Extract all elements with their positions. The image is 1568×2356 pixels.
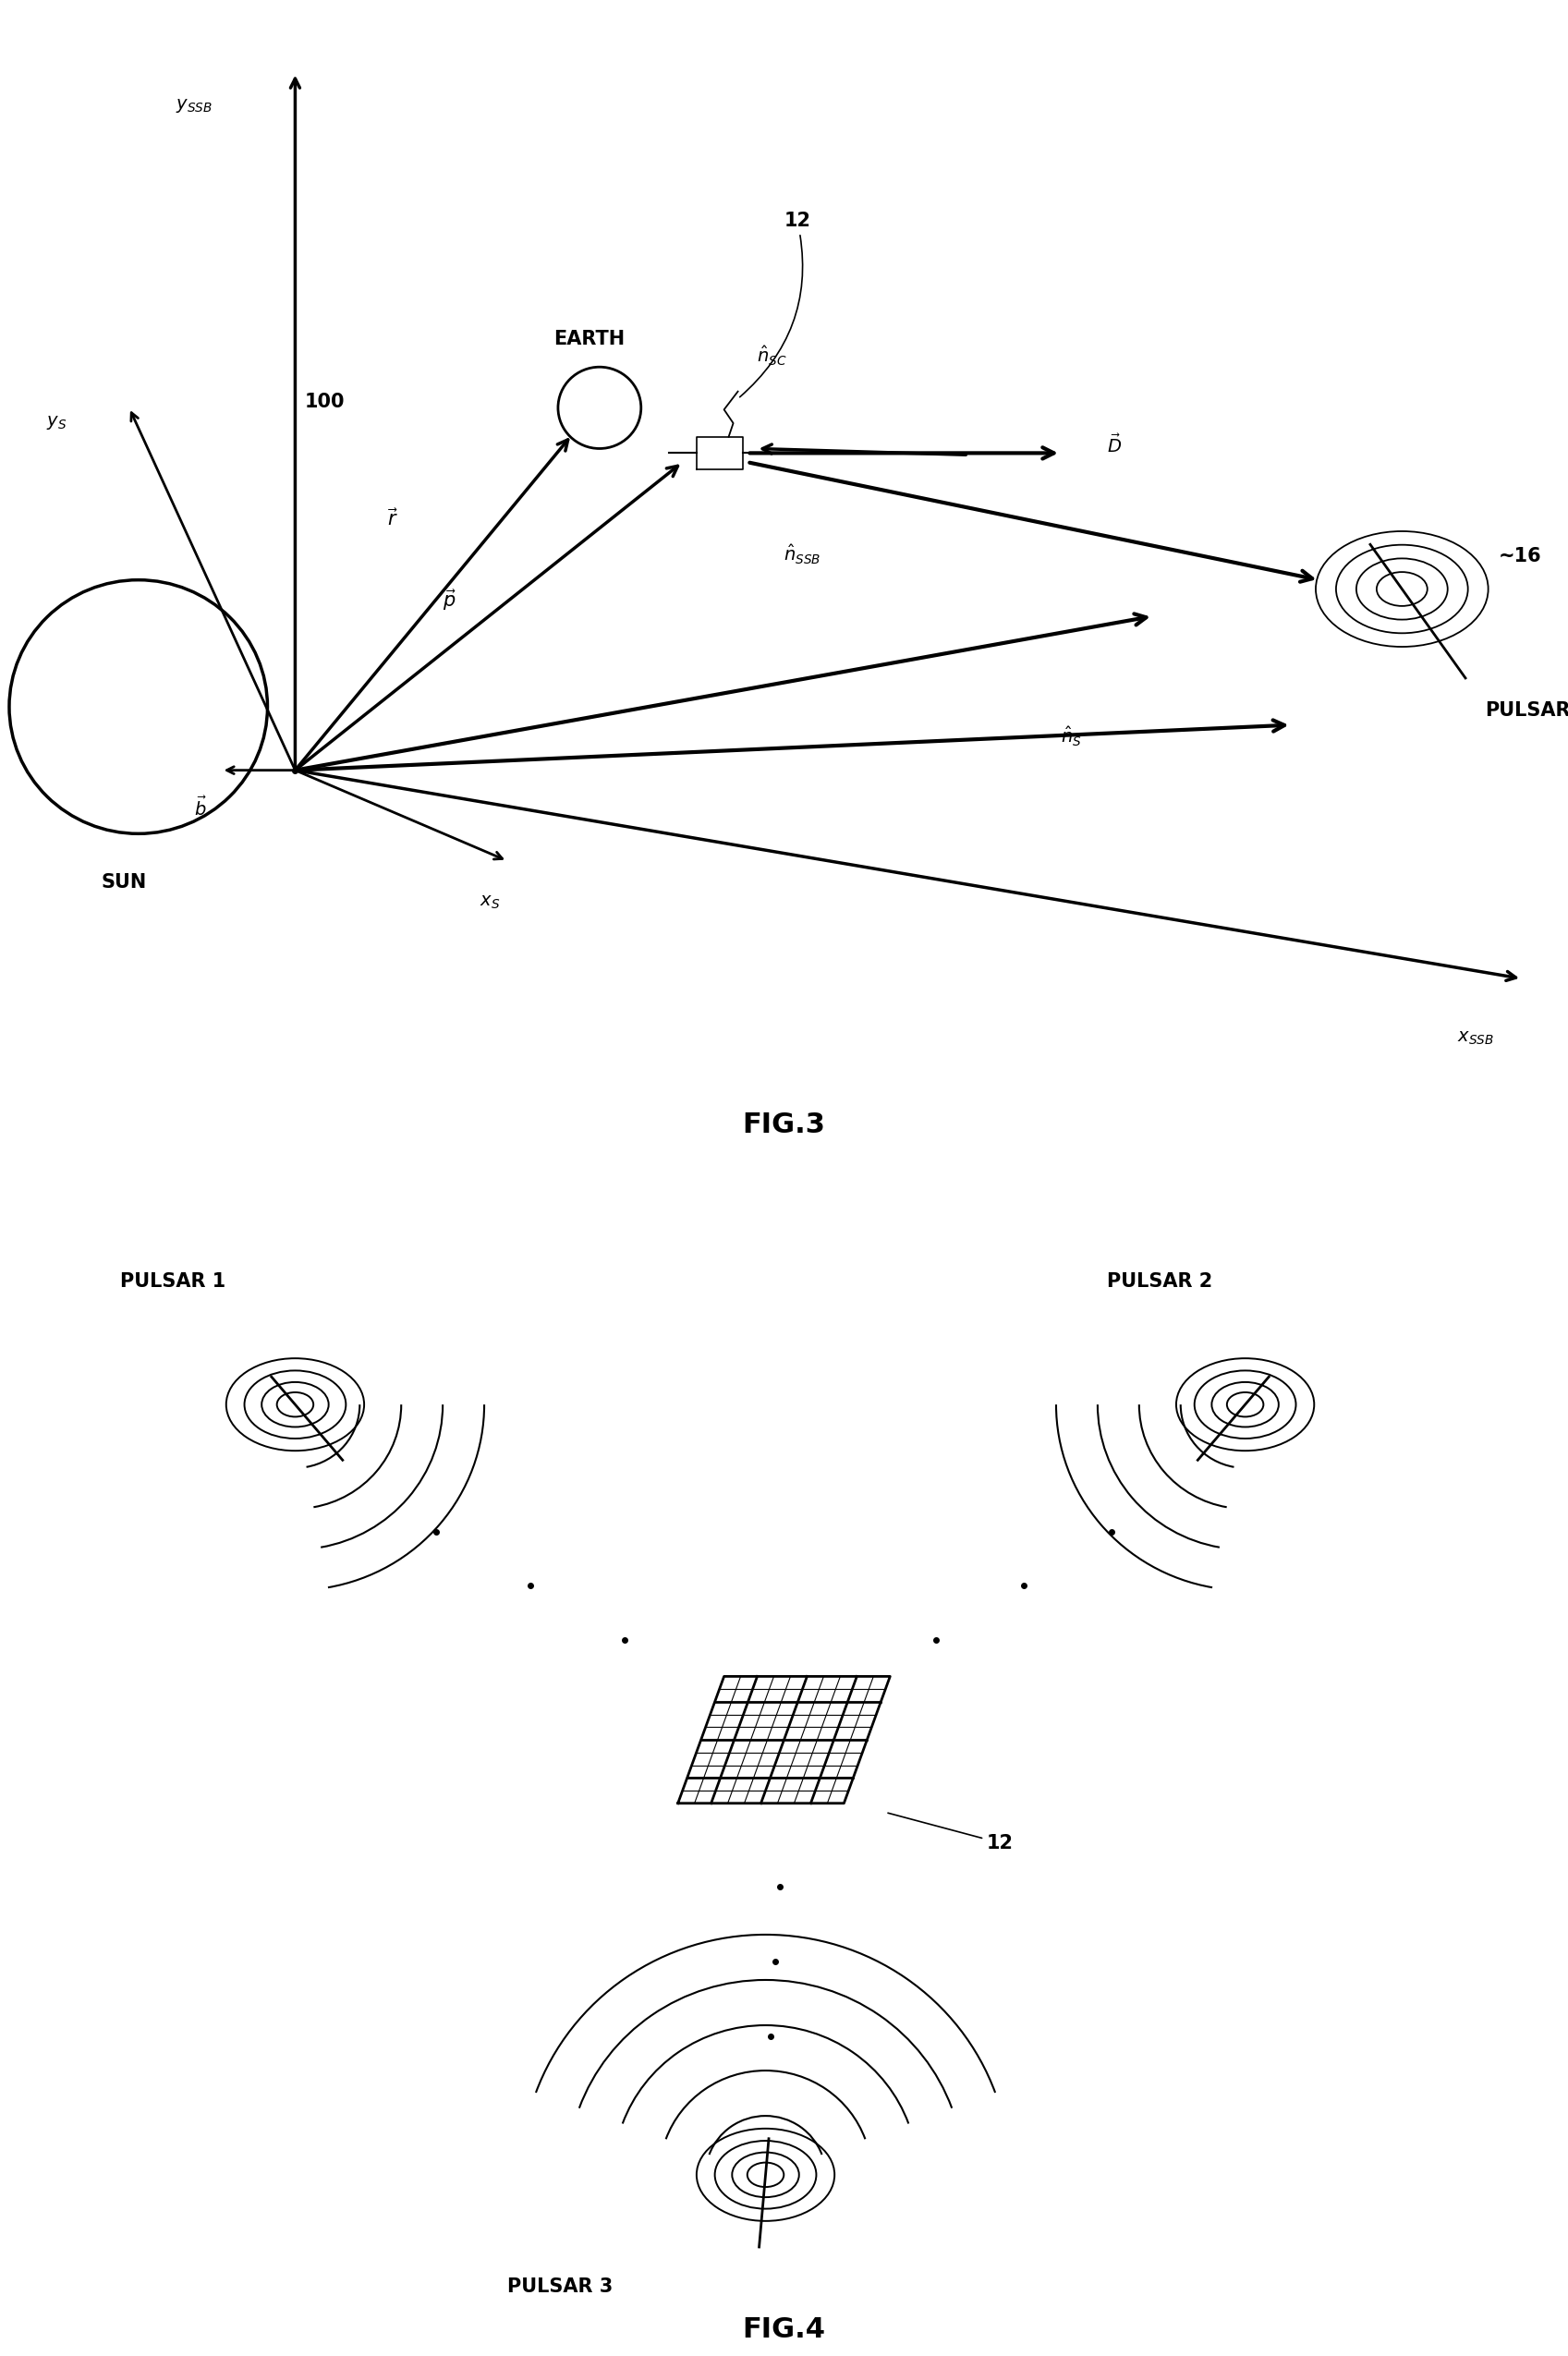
Text: 12: 12	[887, 1814, 1014, 1852]
Text: $\hat{n}_S$: $\hat{n}_S$	[1060, 726, 1082, 747]
Text: $\vec{D}$: $\vec{D}$	[1107, 434, 1121, 457]
Text: FIG.4: FIG.4	[742, 2316, 826, 2344]
Text: 100: 100	[304, 393, 345, 412]
Text: PULSAR 1: PULSAR 1	[119, 1272, 226, 1291]
Text: SUN: SUN	[102, 874, 147, 891]
Text: ~16: ~16	[1499, 547, 1541, 565]
Text: $\vec{r}$: $\vec{r}$	[387, 509, 398, 530]
Text: PULSAR 2: PULSAR 2	[1107, 1272, 1212, 1291]
Text: $\vec{p}$: $\vec{p}$	[442, 589, 456, 613]
Text: $x_S$: $x_S$	[480, 893, 500, 912]
Text: $\hat{n}_{SC}$: $\hat{n}_{SC}$	[756, 344, 787, 368]
Text: EARTH: EARTH	[554, 330, 624, 349]
Text: $\hat{n}_{SSB}$: $\hat{n}_{SSB}$	[784, 544, 822, 568]
Text: $y_{SSB}$: $y_{SSB}$	[176, 97, 212, 115]
Text: PULSAR: PULSAR	[1485, 702, 1568, 719]
Text: $x_{SSB}$: $x_{SSB}$	[1457, 1030, 1494, 1046]
Text: $y_S$: $y_S$	[45, 415, 67, 431]
Text: PULSAR 3: PULSAR 3	[508, 2278, 613, 2297]
Text: 12: 12	[740, 212, 811, 398]
Text: FIG.3: FIG.3	[743, 1112, 825, 1138]
Text: $\vec{b}$: $\vec{b}$	[194, 796, 207, 820]
